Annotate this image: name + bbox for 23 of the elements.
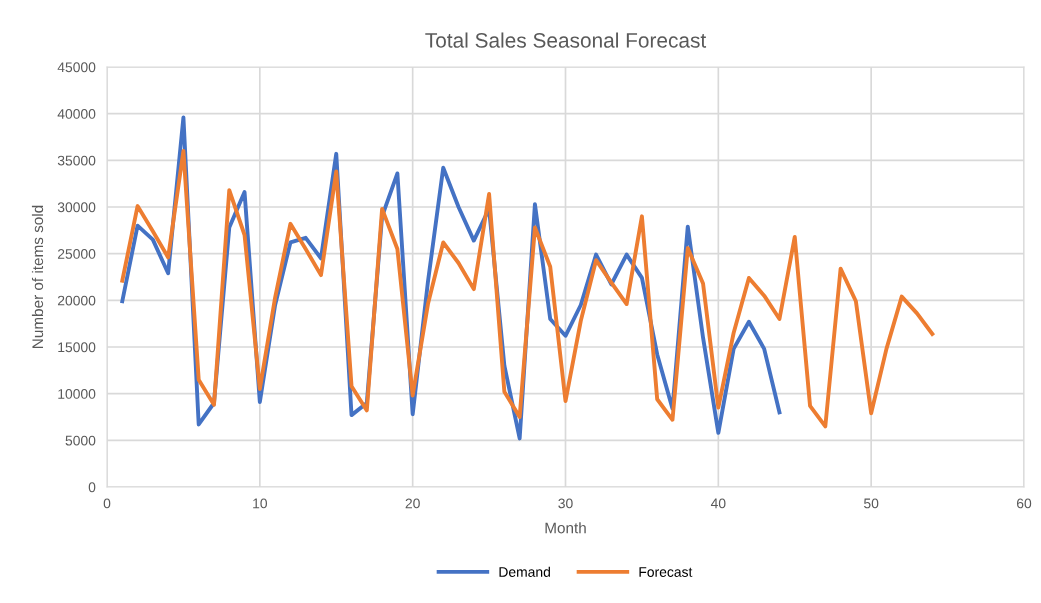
y-tick-label: 5000 (65, 435, 96, 446)
x-tick-label: 60 (1016, 498, 1032, 509)
legend-label: Demand (499, 566, 550, 577)
y-tick-label: 40000 (57, 109, 96, 119)
line-series (120, 149, 935, 429)
y-tick-label: 30000 (57, 202, 96, 213)
y-tick-label: 10000 (58, 389, 96, 399)
y-axis-title: Number of items sold (31, 205, 44, 348)
y-tick-label: 35000 (57, 155, 96, 166)
x-tick-label: 50 (864, 498, 879, 509)
y-tick-label: 45000 (57, 62, 96, 73)
x-axis-title: Month (545, 522, 586, 534)
x-tick-label: 30 (558, 498, 573, 509)
chart-title: Total Sales Seasonal Forecast (425, 32, 707, 48)
y-tick-label: 20000 (57, 295, 96, 306)
legend-label: Forecast (639, 567, 693, 577)
x-tick-label: 10 (253, 498, 268, 509)
y-tick-label: 25000 (57, 249, 96, 259)
x-tick-label: 40 (710, 498, 726, 509)
y-tick-label: 0 (88, 482, 96, 493)
x-tick-label: 0 (103, 498, 111, 509)
y-tick-label: 15000 (58, 342, 96, 353)
x-tick-label: 20 (405, 498, 420, 509)
